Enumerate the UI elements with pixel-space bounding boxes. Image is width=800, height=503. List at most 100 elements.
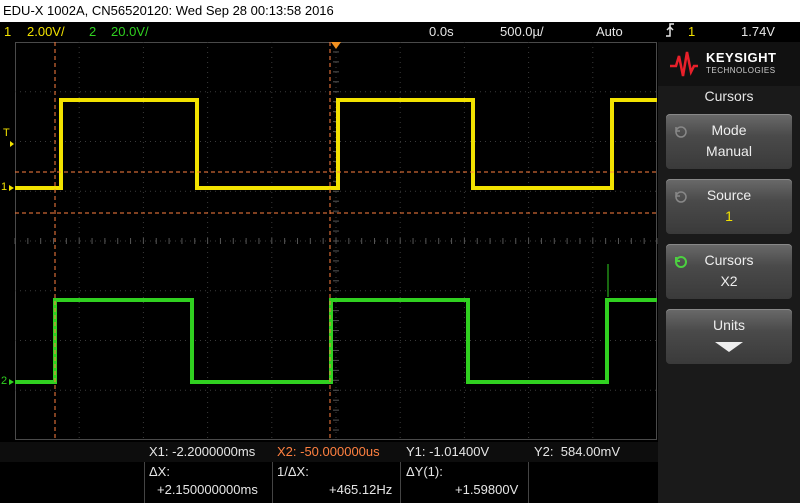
time-offset[interactable]: 0.0s [429, 24, 454, 39]
x2-readout: X2: -50.000000us [277, 444, 380, 459]
grid-tick [333, 349, 339, 351]
delta-y-value: +1.59800V [455, 482, 519, 497]
trigger-level-arrow-icon [10, 141, 14, 147]
grid-tick [155, 238, 157, 244]
grid-tick [333, 61, 339, 63]
delta-x-label: ΔX: [149, 464, 170, 479]
grid-tick [219, 238, 221, 244]
grid-tick [333, 200, 339, 202]
grid-tick [333, 51, 339, 53]
grid-tick [245, 238, 247, 244]
grid-tick [142, 238, 144, 244]
grid-tick [309, 238, 311, 244]
waveform-display[interactable]: T 1 2 [0, 41, 658, 441]
grid-tick [333, 270, 339, 272]
grid-tick [333, 389, 339, 391]
y1-readout: Y1: -1.01400V [406, 444, 490, 459]
ch2-waveform [15, 298, 657, 384]
grid-tick [333, 71, 339, 73]
grid-tick [333, 419, 339, 421]
time-scale[interactable]: 500.0µ/ [500, 24, 544, 39]
grid-tick [579, 238, 581, 244]
grid-tick [27, 238, 29, 244]
grid-tick [271, 238, 273, 244]
trigger-level[interactable]: 1.74V [741, 24, 775, 39]
ch1-ground-marker[interactable]: 1 [1, 181, 8, 193]
grid-tick [333, 429, 339, 431]
grid-tick [168, 238, 170, 244]
grid-tick [333, 359, 339, 361]
ch1-number: 1 [4, 24, 12, 39]
ch1-scale[interactable]: 2.00V/ [27, 24, 65, 39]
grid-tick [333, 280, 339, 282]
brand-name: KEYSIGHT [706, 50, 777, 65]
grid-tick [194, 238, 196, 244]
rotate-knob-icon [674, 125, 688, 139]
divider [272, 462, 273, 503]
mode-label: Mode [711, 122, 747, 138]
grid-tick [333, 190, 339, 192]
menu-title: Cursors [704, 88, 754, 104]
ch2-scale[interactable]: 20.0V/ [111, 24, 149, 39]
trigger-status: 1 1.74V [658, 22, 800, 42]
grid-tick [630, 238, 632, 244]
grid-tick [284, 238, 286, 244]
mode-softkey[interactable]: Mode Manual [666, 114, 792, 169]
grid-tick [374, 238, 376, 244]
grid-tick [333, 369, 339, 371]
grid-tick [333, 290, 339, 292]
grid-tick [348, 238, 350, 244]
source-label: Source [706, 187, 752, 203]
divider [144, 462, 145, 503]
grid-tick [207, 238, 209, 244]
grid-tick [258, 238, 260, 244]
trigger-level-marker: T [3, 127, 10, 139]
grid-tick [65, 238, 67, 244]
grid-tick [617, 238, 619, 244]
grid-tick [333, 91, 339, 93]
cursors-label: Cursors [704, 252, 754, 268]
grid-tick [333, 81, 339, 83]
divider [528, 462, 529, 503]
cursors-value: X2 [720, 273, 738, 289]
grid-tick [333, 260, 339, 262]
grid-tick [333, 230, 339, 232]
grid-tick [502, 238, 504, 244]
inverse-delta-x-value: +465.12Hz [329, 482, 393, 497]
source-softkey[interactable]: Source 1 [666, 179, 792, 234]
grid-tick [643, 238, 645, 244]
status-bar: 1 2.00V/ 2 20.0V/ 0.0s 500.0µ/ Auto [0, 22, 658, 42]
grid-tick [451, 238, 453, 244]
ch2-number: 2 [89, 24, 97, 39]
units-label: Units [713, 317, 745, 333]
grid-tick [656, 238, 658, 244]
grid-tick [130, 238, 132, 244]
cursor-readout: X1: -2.2000000ms X2: -50.000000us Y1: -1… [0, 440, 658, 503]
grid-tick [412, 238, 414, 244]
grid-tick [333, 330, 339, 332]
cursors-softkey[interactable]: Cursors X2 [666, 244, 792, 299]
active-knob-icon [674, 255, 688, 269]
title-bar: EDU-X 1002A, CN56520120: Wed Sep 28 00:1… [0, 0, 800, 22]
grid-tick [104, 238, 106, 244]
grid-tick [181, 238, 183, 244]
grid-tick [566, 238, 568, 244]
grid-tick [333, 250, 339, 252]
rotate-knob-icon [674, 190, 688, 204]
grid-tick [53, 238, 55, 244]
grid-tick [322, 238, 324, 244]
cursor-values-row: X1: -2.2000000ms X2: -50.000000us Y1: -1… [0, 442, 658, 462]
ch2-ground-marker[interactable]: 2 [1, 375, 8, 387]
grid-tick [117, 238, 119, 244]
grid-tick [515, 238, 517, 244]
trigger-position-icon [331, 42, 341, 49]
units-softkey[interactable]: Units [666, 309, 792, 364]
trigger-mode[interactable]: Auto [596, 24, 623, 39]
delta-x-value: +2.150000000ms [157, 482, 258, 497]
grid-tick [296, 238, 298, 244]
grid-tick [528, 238, 530, 244]
grid-tick [592, 238, 594, 244]
keysight-logo: KEYSIGHT TECHNOLOGIES [658, 42, 800, 86]
ch1-ground-arrow-icon [9, 185, 14, 191]
source-value: 1 [725, 208, 733, 224]
